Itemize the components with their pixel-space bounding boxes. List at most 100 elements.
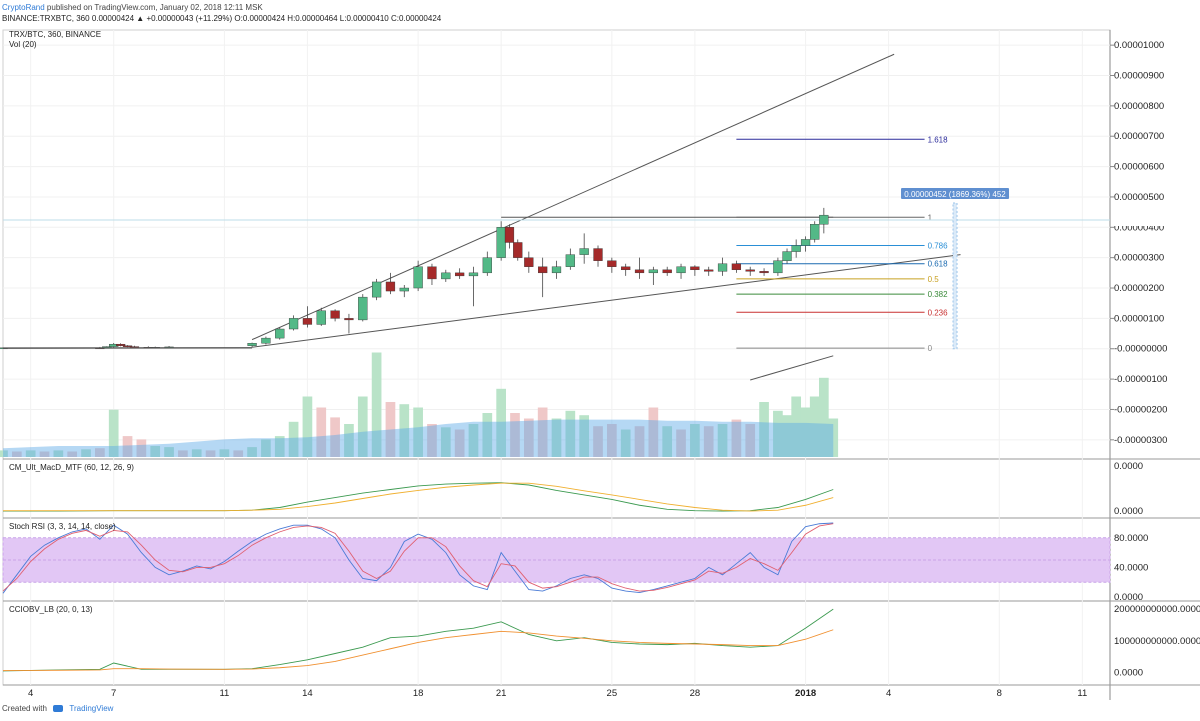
time-tick-label: 11 bbox=[219, 688, 229, 699]
time-tick-label: 21 bbox=[496, 688, 507, 699]
candle-body bbox=[731, 263, 742, 271]
tradingview-logo-icon bbox=[53, 705, 64, 713]
volume-bar bbox=[108, 409, 119, 457]
candle-body bbox=[122, 345, 133, 347]
published-text: published on TradingView.com, January 02… bbox=[46, 3, 263, 12]
fib-level-label: 1 bbox=[928, 213, 933, 222]
cciobv-title: CCIOBV_LB (20, 0, 13) bbox=[9, 605, 93, 614]
candle-body bbox=[468, 272, 479, 277]
price-tick-label: 0.00000800 bbox=[1114, 101, 1164, 112]
volume-bar bbox=[482, 413, 493, 457]
price-tick-label: 0.00000300 bbox=[1114, 253, 1164, 264]
fib-level-label: 0.382 bbox=[928, 290, 949, 299]
volume-bar bbox=[330, 417, 340, 457]
stoch-tick-label: 40.0000 bbox=[1114, 562, 1148, 573]
volume-bar bbox=[261, 439, 271, 457]
volume-bar bbox=[344, 424, 354, 457]
author-link[interactable]: CryptoRand bbox=[2, 3, 45, 12]
volume-ma-area bbox=[3, 419, 834, 457]
candle-body bbox=[538, 266, 548, 274]
volume-bar bbox=[136, 439, 147, 457]
volume-bar bbox=[385, 402, 396, 457]
volume-bar bbox=[178, 450, 188, 457]
candle-body bbox=[441, 272, 451, 280]
stoch-rsi-series-line bbox=[2, 522, 834, 594]
candle-body bbox=[782, 251, 792, 261]
volume-bar bbox=[468, 424, 479, 457]
candle-body bbox=[565, 254, 575, 267]
time-tick-label: 7 bbox=[111, 688, 116, 699]
volume-bar bbox=[0, 450, 8, 457]
candle-body bbox=[399, 287, 409, 292]
macd-series-line bbox=[3, 482, 834, 512]
stoch-tick-label: 0.0000 bbox=[1114, 592, 1143, 603]
price-tick-label: 0.00000100 bbox=[1114, 313, 1164, 324]
candle-body bbox=[819, 214, 829, 225]
time-tick-label: 18 bbox=[413, 688, 424, 699]
price-tick-label: 0.00000600 bbox=[1114, 162, 1164, 173]
candle-body bbox=[288, 318, 299, 330]
volume-bar bbox=[288, 421, 299, 457]
candle-body bbox=[524, 257, 534, 267]
macd-tick-label: 0.0000 bbox=[1114, 461, 1143, 472]
volume-bar bbox=[551, 418, 562, 457]
candle-body bbox=[358, 296, 368, 321]
volume-bar bbox=[818, 377, 829, 457]
candle-body bbox=[800, 239, 811, 246]
candle-body bbox=[634, 269, 645, 274]
candle-body bbox=[247, 343, 257, 346]
volume-bar bbox=[800, 407, 811, 457]
candle-body bbox=[427, 266, 437, 280]
time-tick-label: 11 bbox=[1077, 688, 1087, 699]
price-tick-label: 0.00000400 bbox=[1114, 222, 1164, 233]
volume-bar bbox=[427, 424, 437, 457]
volume-bar bbox=[828, 418, 839, 457]
time-tick-label: 4 bbox=[28, 688, 33, 699]
candle-body bbox=[759, 271, 769, 274]
volume-bar bbox=[233, 450, 244, 457]
stoch-rsi-title: Stoch RSI (3, 3, 14, 14, close) bbox=[9, 522, 116, 531]
time-tick-label: 8 bbox=[997, 688, 1002, 699]
volume-bar bbox=[773, 410, 783, 457]
volume-bar bbox=[496, 388, 506, 457]
fib-level-label: 0.5 bbox=[928, 275, 940, 284]
volume-bar bbox=[95, 448, 105, 457]
volume-bar bbox=[316, 407, 327, 457]
candle-body bbox=[513, 242, 523, 258]
candle-body bbox=[482, 257, 492, 274]
volume-bar bbox=[81, 449, 91, 457]
measure-label-box bbox=[901, 188, 1010, 200]
candle-body bbox=[385, 281, 396, 292]
candle-body bbox=[607, 260, 617, 267]
macd-tick-label: 0.0000 bbox=[1114, 506, 1143, 517]
volume-bar bbox=[676, 429, 686, 457]
candle-body bbox=[496, 227, 506, 258]
volume-bar bbox=[620, 429, 631, 457]
candle-body bbox=[745, 269, 755, 272]
volume-bar bbox=[25, 450, 36, 457]
candle-body bbox=[621, 266, 631, 271]
volume-bar bbox=[164, 447, 174, 457]
volume-bar bbox=[67, 451, 78, 457]
volume-bar bbox=[53, 450, 64, 457]
candle-body bbox=[579, 248, 589, 255]
cciobv-tick-label: 0.0000 bbox=[1114, 668, 1143, 679]
price-tick-label: -0.00000100 bbox=[1114, 374, 1167, 385]
volume-bar bbox=[648, 407, 659, 457]
candle-body bbox=[791, 245, 801, 252]
volume-bar bbox=[440, 427, 451, 457]
volume-bar bbox=[634, 426, 645, 457]
volume-bar bbox=[11, 451, 22, 457]
tradingview-brand[interactable]: TradingView bbox=[69, 704, 114, 713]
volume-bar bbox=[809, 396, 820, 457]
volume-bar bbox=[607, 424, 617, 457]
cciobv-tick-label: 100000000000.0000 bbox=[1114, 636, 1200, 647]
price-tick-label: -0.00000300 bbox=[1114, 435, 1167, 446]
cciobv-tick-label: 200000000000.0000 bbox=[1114, 604, 1200, 615]
price-tick-label: 0.00000500 bbox=[1114, 192, 1164, 203]
time-tick-label: 28 bbox=[690, 688, 701, 699]
candle-body bbox=[704, 269, 714, 272]
volume-trendline bbox=[750, 355, 834, 381]
ohlc-text: O:0.00000424 H:0.00000464 L:0.00000410 C… bbox=[234, 14, 442, 23]
